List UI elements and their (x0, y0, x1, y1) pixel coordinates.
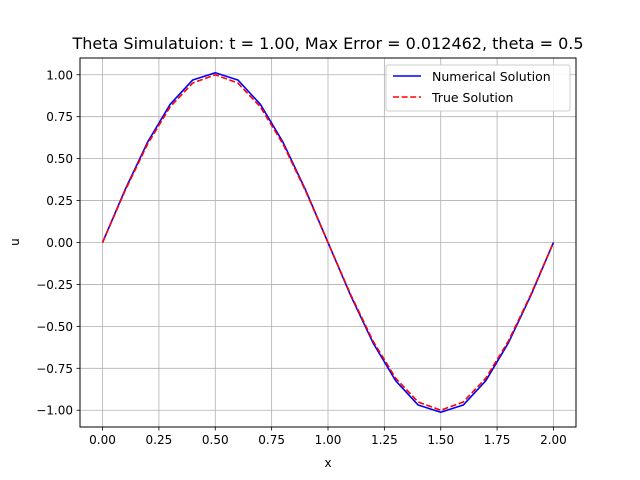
series-line-true (101, 73, 555, 412)
ticks: 0.00 0.25 0.50 0.75 1.00 1.25 1.50 1.75 2.00 −1.0… (36, 68, 567, 447)
x-axis-label: x (324, 456, 331, 470)
chart-title: Theta Simulatuion: t = 1.00, Max Error =… (71, 34, 583, 53)
y-tick-label: −0.25 (36, 278, 73, 292)
x-tick-label: 2.00 (540, 433, 567, 447)
x-tick-label: 0.75 (258, 433, 285, 447)
series-layer (101, 71, 555, 414)
x-tick-label: 1.50 (427, 433, 454, 447)
x-tick-label: 1.00 (315, 433, 342, 447)
y-tick-label: 0.50 (46, 152, 73, 166)
legend-box (385, 64, 571, 112)
y-tick-label: −0.75 (36, 362, 73, 376)
legend-label-true: True Solution (431, 90, 513, 105)
y-tick-label: 0.75 (46, 110, 73, 124)
legend-label-numerical: Numerical Solution (432, 69, 551, 84)
x-tick-label: 1.25 (371, 433, 398, 447)
y-axis-label: u (8, 238, 22, 246)
x-tick-label: 0.50 (202, 433, 229, 447)
x-tick-label: 1.75 (484, 433, 511, 447)
y-tick-label: 1.00 (46, 68, 73, 82)
y-tick-label: −0.50 (36, 320, 73, 334)
y-tick-label: −1.00 (36, 404, 73, 418)
y-tick-label: 0.00 (46, 236, 73, 250)
legend: Numerical Solution True Solution (385, 64, 571, 112)
x-tick-label: 0.25 (146, 433, 173, 447)
x-tick-label: 0.00 (89, 433, 116, 447)
y-tick-label: 0.25 (46, 194, 73, 208)
